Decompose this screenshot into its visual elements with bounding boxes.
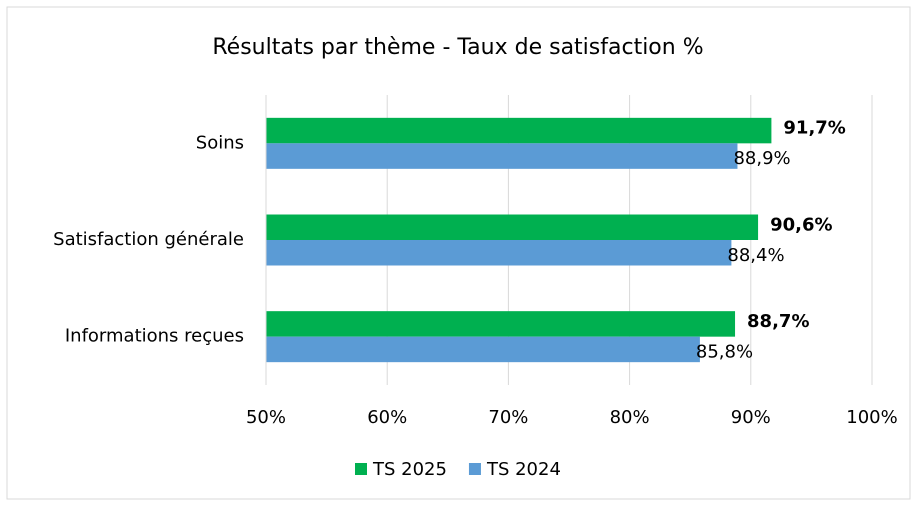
data-label: 88,9% bbox=[733, 148, 790, 169]
x-tick-label: 100% bbox=[846, 407, 897, 428]
data-label: 90,6% bbox=[770, 214, 832, 235]
y-tick-label: Soins bbox=[196, 132, 244, 153]
x-tick-label: 60% bbox=[367, 407, 407, 428]
data-label: 88,7% bbox=[747, 311, 809, 332]
data-label: 88,4% bbox=[727, 245, 784, 266]
bar bbox=[266, 143, 738, 169]
legend-label: TS 2024 bbox=[486, 459, 561, 480]
bar bbox=[266, 117, 772, 144]
chart-title: Résultats par thème - Taux de satisfacti… bbox=[212, 35, 703, 60]
bar bbox=[266, 336, 700, 363]
legend-label: TS 2025 bbox=[372, 459, 447, 480]
x-tick-label: 90% bbox=[731, 407, 771, 428]
data-label: 91,7% bbox=[783, 118, 845, 139]
x-tick-label: 50% bbox=[246, 407, 286, 428]
y-tick-label: Satisfaction générale bbox=[53, 229, 244, 250]
data-label: 85,8% bbox=[696, 341, 753, 362]
x-tick-label: 80% bbox=[610, 407, 650, 428]
y-tick-label: Informations reçues bbox=[65, 326, 244, 347]
bar bbox=[266, 214, 759, 240]
bar bbox=[266, 311, 736, 337]
x-tick-label: 70% bbox=[488, 407, 528, 428]
legend-swatch bbox=[468, 463, 481, 475]
legend-swatch bbox=[355, 463, 367, 475]
bar bbox=[266, 240, 732, 266]
